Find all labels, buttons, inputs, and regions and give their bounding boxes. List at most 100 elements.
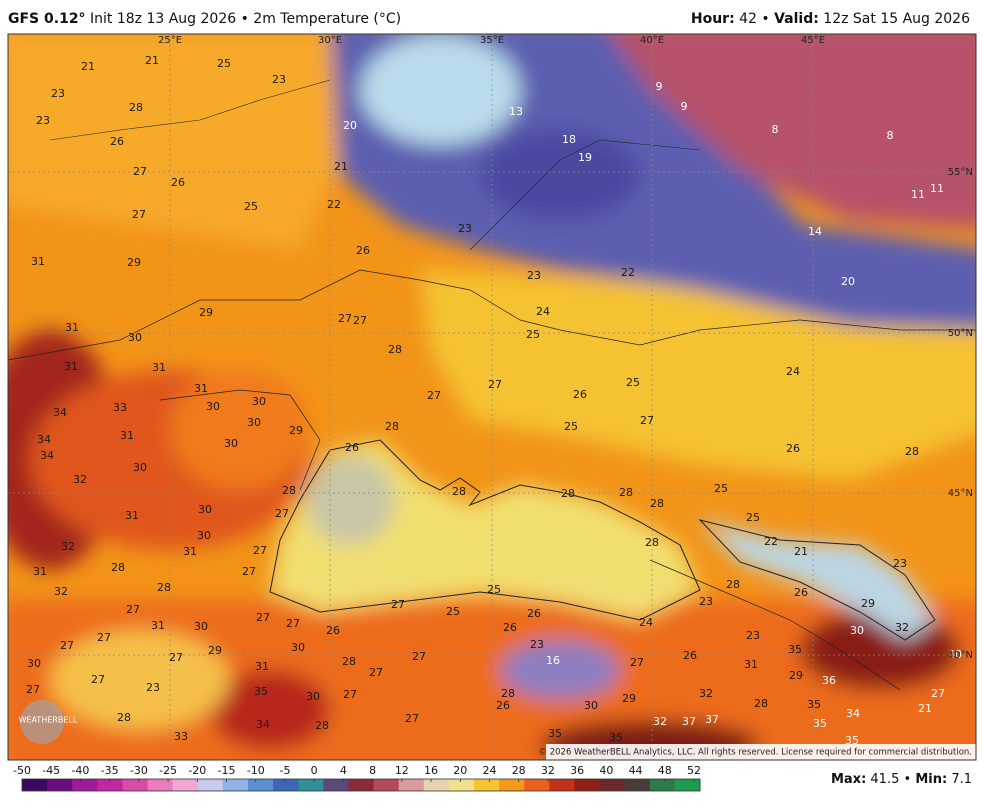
temperature-label: 35 (788, 643, 802, 656)
lon-label: 25°E (158, 35, 182, 46)
colorbar-tick-label: -15 (218, 764, 236, 777)
temperature-label: 28 (754, 697, 768, 710)
temperature-label: 28 (385, 420, 399, 433)
colorbar-swatch (624, 779, 651, 791)
colorbar-tick-label: -35 (101, 764, 119, 777)
temperature-label: 35 (845, 734, 859, 747)
colorbar-swatch (222, 779, 249, 791)
temperature-label: 21 (918, 702, 932, 715)
lon-label: 35°E (480, 35, 504, 46)
colorbar-tick-label: 36 (570, 764, 584, 777)
colorbar-tick-label: -10 (247, 764, 265, 777)
copyright: © 2026 WeatherBELL Analytics, LLC. All r… (539, 748, 972, 758)
temperature-label: 27 (391, 598, 405, 611)
temperature-label: 25 (487, 583, 501, 596)
temperature-label: 27 (26, 683, 40, 696)
colorbar-swatch (97, 779, 123, 791)
temperature-label: 27 (253, 544, 267, 557)
colorbar-tick-label: 4 (340, 764, 347, 777)
temperature-label: 8 (887, 129, 894, 142)
colorbar-swatch (348, 779, 375, 791)
colorbar-tick-label: 52 (687, 764, 701, 777)
temperature-label: 27 (630, 656, 644, 669)
colorbar-swatch (549, 779, 575, 791)
temperature-label: 30 (133, 461, 147, 474)
temperature-label: 25 (446, 605, 460, 618)
temperature-label: 34 (40, 449, 54, 462)
temperature-label: 30 (247, 416, 261, 429)
temperature-label: 24 (639, 616, 653, 629)
temperature-label: 37 (682, 715, 696, 728)
colorbar-swatch (423, 779, 450, 791)
colorbar-tick-label: 16 (424, 764, 438, 777)
temperature-label: 33 (174, 730, 188, 743)
colorbar-swatch (574, 779, 601, 791)
max-value: 41.5 (870, 772, 899, 787)
colorbar-tick-label: 8 (369, 764, 376, 777)
temperature-label: 31 (194, 382, 208, 395)
temperature-label: 22 (764, 535, 778, 548)
temperature-label: 26 (503, 621, 517, 634)
temperature-label: 36 (822, 674, 836, 687)
temperature-label: 27 (338, 312, 352, 325)
colorbar-swatch (674, 779, 701, 791)
lat-label: 45°N (948, 488, 973, 499)
colorbar-swatch (599, 779, 626, 791)
valid-label: Valid: (774, 11, 819, 27)
temperature-label: 35 (609, 731, 623, 744)
temperature-label: 30 (128, 331, 142, 344)
colorbar-swatch (474, 779, 500, 791)
temperature-label: 30 (27, 657, 41, 670)
temperature-label: 28 (111, 561, 125, 574)
temperature-label: 30 (224, 437, 238, 450)
temperature-label: 30 (584, 699, 598, 712)
lat-label: 50°N (948, 328, 973, 339)
temperature-label: 23 (36, 114, 50, 127)
colorbar-swatch (499, 779, 525, 791)
temperature-label: 31 (744, 658, 758, 671)
temperature-label: 26 (110, 135, 124, 148)
temperature-label: 35 (807, 698, 821, 711)
temperature-label: 23 (51, 87, 65, 100)
temperature-label: 26 (794, 586, 808, 599)
temperature-label: 28 (561, 487, 575, 500)
temperature-label: 28 (452, 485, 466, 498)
colorbar-swatch (373, 779, 400, 791)
temperature-label: 20 (841, 275, 855, 288)
temperature-label: 22 (327, 198, 341, 211)
temperature-label: 34 (256, 718, 270, 731)
temperature-label: 27 (60, 639, 74, 652)
temperature-label: 27 (353, 314, 367, 327)
lon-label: 45°E (801, 35, 825, 46)
colorbar-tick-label: -50 (13, 764, 31, 777)
temperature-label: 24 (536, 305, 550, 318)
temperature-label: 11 (930, 182, 944, 195)
valid: 12z Sat 15 Aug 2026 (823, 11, 970, 27)
header-title: Init 18z 13 Aug 2026 • 2m Temperature (°… (90, 11, 401, 27)
temperature-label: 27 (275, 507, 289, 520)
temperature-label: 27 (369, 666, 383, 679)
temperature-label: 28 (157, 581, 171, 594)
graticule (8, 34, 976, 760)
temperature-label: 21 (794, 545, 808, 558)
temperature-label: 35 (548, 727, 562, 740)
separator: • (904, 772, 912, 787)
temperature-label: 32 (73, 473, 87, 486)
temperature-label: 35 (254, 685, 268, 698)
temperature-label: 31 (65, 321, 79, 334)
map-frame (7, 33, 977, 761)
temperature-label: 23 (458, 222, 472, 235)
colorbar-swatch (22, 779, 48, 791)
lat-label: 40°N (948, 650, 973, 661)
colorbar-tick-label: 28 (512, 764, 526, 777)
temperature-label: 35 (813, 717, 827, 730)
temperature-label: 11 (911, 188, 925, 201)
colorbar-swatch (649, 779, 676, 791)
temperature-label: 23 (272, 73, 286, 86)
colorbar-swatch (398, 779, 425, 791)
temperature-label: 30 (197, 529, 211, 542)
temperature-label: 30 (206, 400, 220, 413)
temperature-label: 28 (129, 101, 143, 114)
temperature-label: 27 (97, 631, 111, 644)
